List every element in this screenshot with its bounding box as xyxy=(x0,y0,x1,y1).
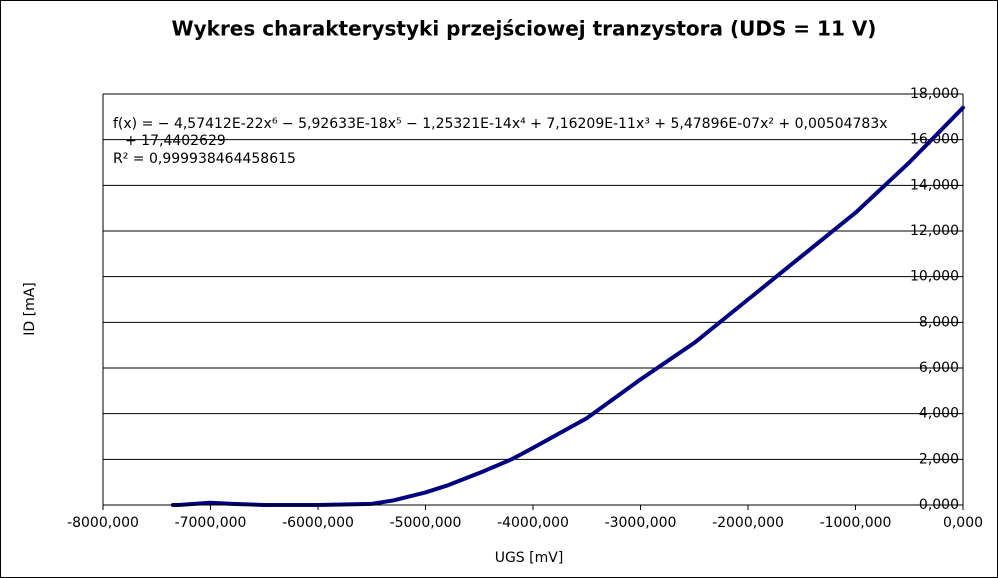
y-tick-label: 12,000 xyxy=(910,223,959,239)
x-tick-label: -2000,000 xyxy=(712,515,784,531)
y-axis-label: ID [mA] xyxy=(22,282,38,336)
data-line xyxy=(170,105,965,507)
annotation: + 17,4402629 xyxy=(125,133,226,149)
annotation: f(x) = − 4,57412E-22x⁶ − 5,92633E-18x⁵ −… xyxy=(113,116,888,132)
x-tick-label: -1000,000 xyxy=(820,515,892,531)
y-tick-label: 18,000 xyxy=(910,86,959,102)
x-tick-label: -6000,000 xyxy=(282,515,354,531)
x-tick-label: -5000,000 xyxy=(390,515,462,531)
chart-title: Wykres charakterystyki przejściowej tran… xyxy=(172,17,877,41)
y-tick-label: 14,000 xyxy=(910,177,959,193)
x-tick-label: -7000,000 xyxy=(175,515,247,531)
x-tick-label: -3000,000 xyxy=(605,515,677,531)
annotation: R² = 0,999938464458615 xyxy=(113,151,296,167)
y-tick-label: 6,000 xyxy=(919,360,959,376)
y-tick-label: 8,000 xyxy=(919,314,959,330)
x-tick-label: 0,000 xyxy=(943,515,983,531)
y-tick-label: 16,000 xyxy=(910,132,959,148)
x-tick-label: -8000,000 xyxy=(67,515,139,531)
y-tick-label: 10,000 xyxy=(910,269,959,285)
y-tick-label: 4,000 xyxy=(919,406,959,422)
x-tick-label: -4000,000 xyxy=(497,515,569,531)
x-axis-label: UGS [mV] xyxy=(495,550,564,566)
y-tick-label: 2,000 xyxy=(919,451,959,467)
